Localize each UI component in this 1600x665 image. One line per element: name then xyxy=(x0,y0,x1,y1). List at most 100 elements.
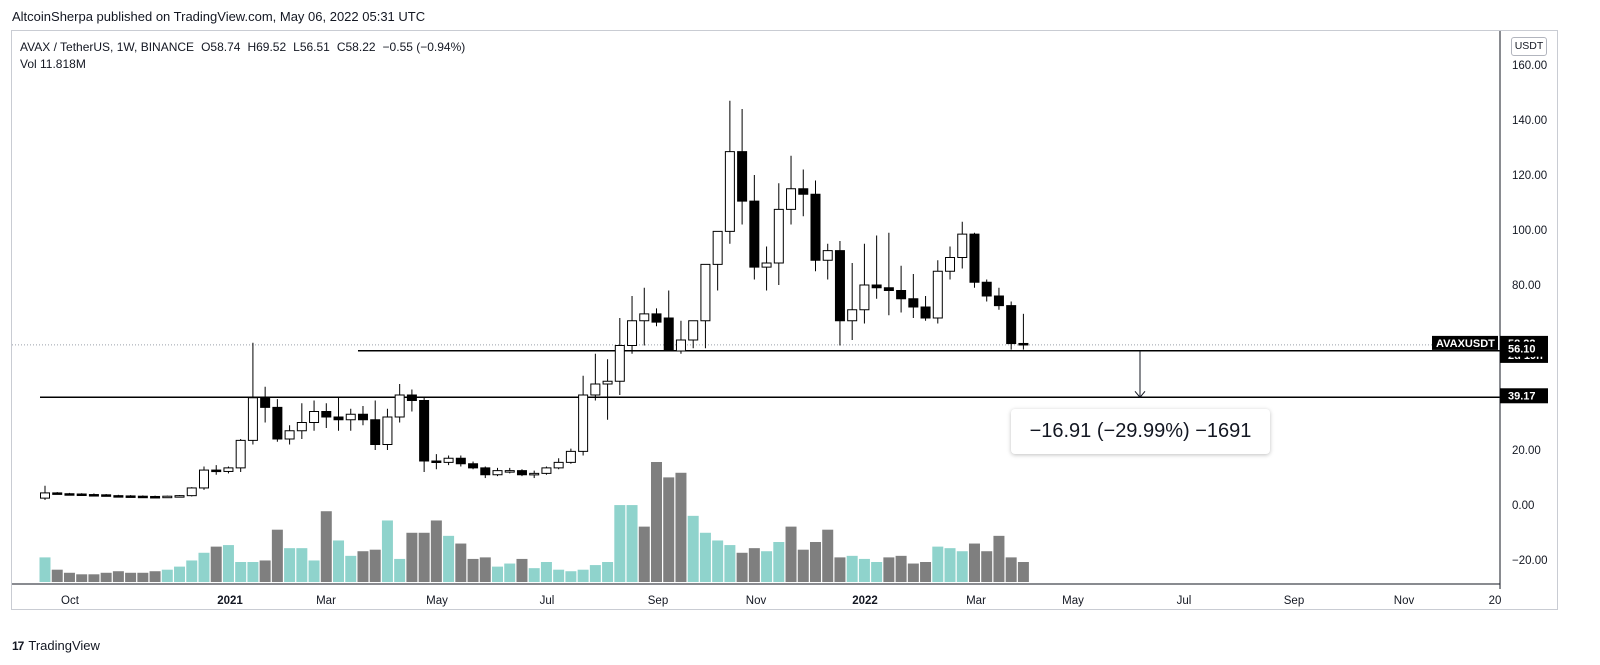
symbol-tag-bg xyxy=(1432,335,1498,350)
volume-bar xyxy=(993,535,1005,582)
volume-bar xyxy=(174,566,186,582)
candle-body xyxy=(272,406,283,440)
arrow-head-icon xyxy=(1134,390,1146,399)
candle-body xyxy=(529,472,540,476)
candle-body xyxy=(712,230,723,265)
volume-bar xyxy=(125,572,137,582)
volume-bar xyxy=(638,526,650,582)
candle-body xyxy=(627,320,638,346)
candle-body xyxy=(993,295,1004,307)
volume-bar xyxy=(614,505,626,582)
volume-bar xyxy=(235,562,247,582)
candle-body xyxy=(700,263,711,322)
volume-bar xyxy=(186,560,198,582)
volume-bar xyxy=(895,555,907,582)
candle-body xyxy=(370,419,381,445)
candle-body xyxy=(125,495,136,498)
candle-body xyxy=(64,493,75,496)
volume-bar xyxy=(247,562,259,582)
volume-bar xyxy=(308,560,320,582)
candle-body xyxy=(590,383,601,396)
candle-body xyxy=(88,494,99,497)
chart-frame[interactable] xyxy=(11,30,1558,610)
footer-brand[interactable]: TradingView xyxy=(28,638,100,653)
volume-bar xyxy=(443,535,455,582)
candle-body xyxy=(945,257,956,272)
volume-bar xyxy=(761,551,773,582)
volume-bar xyxy=(528,568,540,582)
candle-body xyxy=(394,394,405,418)
volume-bar xyxy=(333,540,345,582)
volume-bar xyxy=(418,532,430,582)
volume-bar xyxy=(944,548,956,582)
candle-body xyxy=(40,492,50,499)
high-value: H69.52 xyxy=(247,40,287,54)
candle-body xyxy=(602,380,613,385)
volume-bar xyxy=(271,529,283,582)
candle-body xyxy=(541,467,552,474)
volume-bar xyxy=(834,557,846,582)
candle-body xyxy=(578,394,589,452)
y-tick-label: 140.00 xyxy=(1512,115,1547,127)
candle-body xyxy=(76,493,87,496)
volume-bar xyxy=(76,574,88,582)
symbol-legend: AVAX / TetherUS, 1W, BINANCE O58.74 H69.52… xyxy=(20,39,465,73)
candle-body xyxy=(492,470,503,476)
candle-body xyxy=(1006,305,1017,345)
x-tick-label: Sep xyxy=(1284,595,1304,607)
volume-bar xyxy=(504,563,516,582)
volume-bar xyxy=(467,558,479,582)
footer: 17 TradingView xyxy=(12,638,100,653)
low-value: L56.51 xyxy=(293,40,330,54)
volume-bar xyxy=(210,546,222,582)
candle-body xyxy=(211,469,222,473)
candle-body xyxy=(309,411,320,423)
volume-bar xyxy=(602,562,614,582)
tradingview-logo-icon: 17 xyxy=(12,638,24,653)
candle-body xyxy=(969,233,980,283)
volume-bar xyxy=(516,558,528,582)
candle-body xyxy=(247,397,258,441)
volume-bar xyxy=(785,526,797,582)
y-tick-label: 80.00 xyxy=(1512,280,1541,292)
x-tick-label: 2021 xyxy=(217,595,243,607)
symbol-tag-label: AVAXUSDT xyxy=(1436,338,1495,350)
x-tick-label: May xyxy=(426,595,448,607)
ohlc-line: AVAX / TetherUS, 1W, BINANCE O58.74 H69.52… xyxy=(20,39,465,56)
volume-bar xyxy=(858,558,870,582)
measure-arrow xyxy=(1134,350,1146,399)
candle-body xyxy=(614,345,625,382)
candle-body xyxy=(516,470,527,476)
currency-button[interactable]: USDT xyxy=(1511,37,1547,56)
x-tick-label: Mar xyxy=(966,595,986,607)
volume-bar xyxy=(797,549,809,582)
volume-bar xyxy=(112,571,124,582)
x-tick-label: Nov xyxy=(746,595,767,607)
y-tick-label: 160.00 xyxy=(1512,60,1547,72)
candle-body xyxy=(798,188,809,195)
volume-bar xyxy=(51,569,63,582)
candle-body xyxy=(786,188,797,210)
candle-body xyxy=(1018,342,1029,346)
volume-bar xyxy=(565,571,577,582)
candle-body xyxy=(981,281,992,297)
volume-bar xyxy=(956,551,968,582)
volume-bar xyxy=(137,572,149,582)
volume-bar xyxy=(846,555,858,582)
candle-body xyxy=(749,200,760,268)
volume-legend: Vol 11.818M xyxy=(20,57,86,71)
candle-body xyxy=(553,461,564,469)
candle-body xyxy=(150,495,161,499)
candle-body xyxy=(357,413,368,421)
candle-body xyxy=(223,467,234,472)
volume-bar xyxy=(406,532,418,582)
volume-bar xyxy=(748,548,760,582)
volume-bar xyxy=(736,552,748,582)
x-tick-label: Jul xyxy=(540,595,555,607)
candle-body xyxy=(737,151,748,202)
candle-body xyxy=(431,460,442,463)
volume-bar xyxy=(161,569,173,582)
candle-body xyxy=(651,313,662,323)
volume-bar xyxy=(88,574,100,582)
